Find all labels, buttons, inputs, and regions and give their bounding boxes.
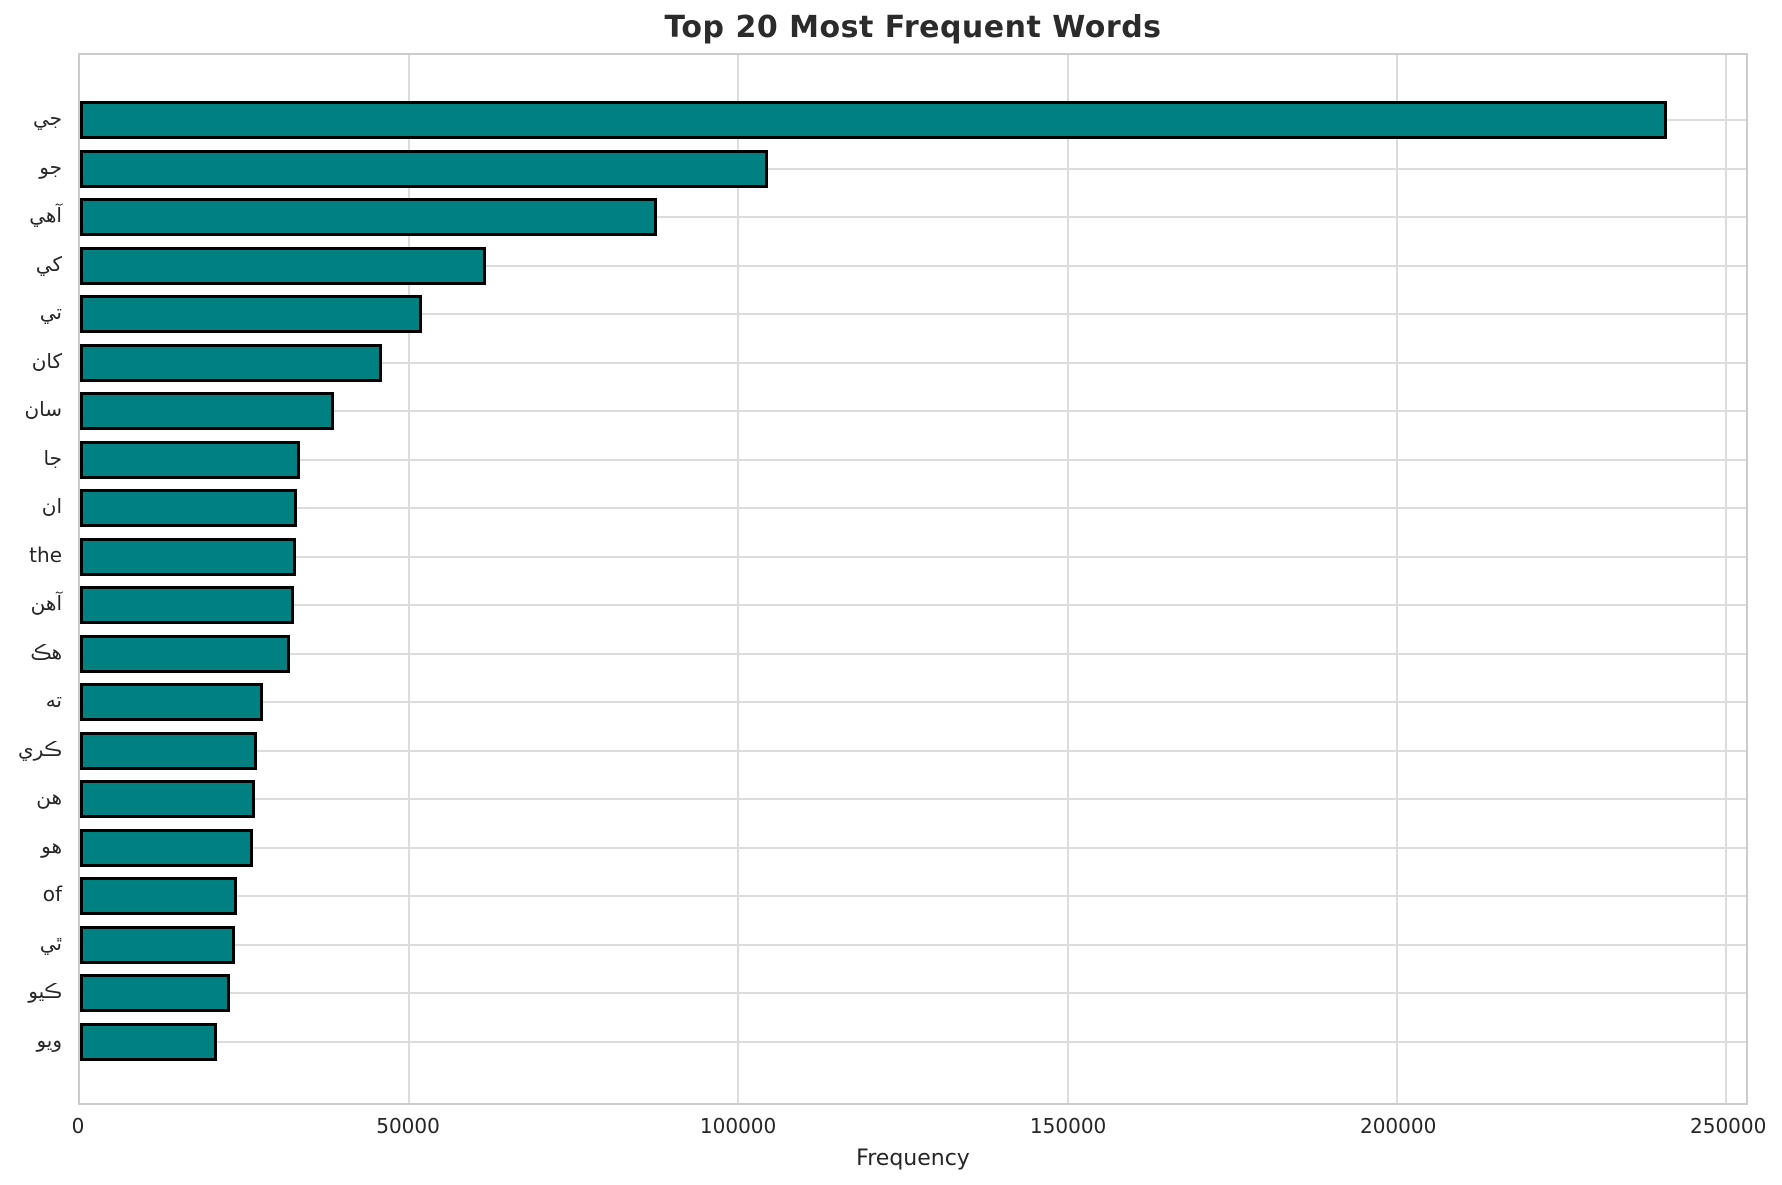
y-gridline: [80, 555, 1746, 558]
bar-ڪري: [80, 731, 258, 770]
y-tick-label: کان: [31, 348, 62, 373]
bar-rows: [80, 55, 1746, 1103]
y-tick-label: سان: [24, 397, 62, 422]
bar-row: [80, 436, 1746, 485]
y-tick-label: آهي: [29, 203, 62, 228]
bar-تي: [80, 295, 423, 334]
y-tick-label: of: [42, 882, 62, 907]
y-gridline: [80, 798, 1746, 801]
y-gridline: [80, 749, 1746, 752]
y-gridline: [80, 410, 1746, 413]
y-gridline: [80, 264, 1746, 267]
y-gridline: [80, 1040, 1746, 1043]
y-tick-label: آهن: [30, 591, 62, 616]
bar-کي: [80, 246, 486, 285]
bar-هڪ: [80, 634, 291, 673]
bar-row: [80, 581, 1746, 630]
bar-کان: [80, 343, 382, 382]
chart-title: Top 20 Most Frequent Words: [664, 10, 1162, 45]
y-gridline: [80, 167, 1746, 170]
bar-row: [80, 1018, 1746, 1067]
y-gridline: [80, 701, 1746, 704]
bar-هن: [80, 780, 256, 819]
bar-of: [80, 877, 238, 916]
bar-row: [80, 242, 1746, 291]
x-tick-label: 50000: [376, 1114, 440, 1138]
y-gridline: [80, 895, 1746, 898]
bar-row: [80, 290, 1746, 339]
y-gridline: [80, 604, 1746, 607]
y-tick-label: جا: [43, 445, 62, 470]
bar-آهي: [80, 198, 657, 237]
y-gridline: [80, 361, 1746, 364]
x-tick-label: 0: [71, 1114, 85, 1138]
y-gridline: [80, 846, 1746, 849]
bar-row: [80, 921, 1746, 970]
x-gridline: [1066, 55, 1069, 1103]
y-tick-label: ويو: [36, 1027, 62, 1052]
y-tick-label: ڪيو: [28, 979, 62, 1004]
bar-row: [80, 872, 1746, 921]
x-gridline: [737, 55, 740, 1103]
y-tick-label: تي: [39, 300, 62, 325]
y-tick-label: هن: [36, 785, 62, 810]
bar-ويو: [80, 1022, 217, 1061]
y-tick-label: ٿي: [39, 930, 62, 955]
y-tick-label: کي: [35, 251, 62, 276]
bar-row: [80, 339, 1746, 388]
bar-row: [80, 775, 1746, 824]
bar-row: [80, 824, 1746, 873]
x-tick-label: 150000: [1029, 1114, 1107, 1138]
bar-ان: [80, 489, 298, 528]
y-gridline: [80, 652, 1746, 655]
x-tick-label: 200000: [1359, 1114, 1437, 1138]
bar-row: [80, 193, 1746, 242]
bar-ٿي: [80, 925, 236, 964]
y-tick-label: هڪ: [30, 639, 62, 664]
x-axis-title: Frequency: [856, 1146, 970, 1171]
bar-آهن: [80, 586, 294, 625]
bar-سان: [80, 392, 335, 431]
y-gridline: [80, 992, 1746, 995]
x-gridline: [1725, 55, 1728, 1103]
y-tick-label: the: [29, 542, 62, 567]
bar-row: [80, 145, 1746, 194]
bar-row: [80, 533, 1746, 582]
bar-row: [80, 678, 1746, 727]
x-tick-label: 250000: [1690, 1114, 1767, 1138]
bar-ته: [80, 683, 264, 722]
y-gridline: [80, 507, 1746, 510]
bar-row: [80, 969, 1746, 1018]
bar-هو: [80, 828, 254, 867]
y-tick-label: جي: [32, 106, 62, 131]
bar-جا: [80, 440, 300, 479]
bar-row: [80, 727, 1746, 776]
plot-area: [78, 53, 1748, 1105]
y-tick-label: هو: [41, 833, 62, 858]
bar-row: [80, 484, 1746, 533]
bar-ڪيو: [80, 974, 231, 1013]
x-tick-label: 100000: [699, 1114, 777, 1138]
y-gridline: [80, 216, 1746, 219]
y-tick-label: جو: [39, 154, 62, 179]
bar-جي: [80, 101, 1667, 140]
bar-row: [80, 96, 1746, 145]
y-tick-label: ان: [41, 494, 62, 519]
bar-row: [80, 387, 1746, 436]
bar-the: [80, 537, 296, 576]
bar-row: [80, 630, 1746, 679]
y-gridline: [80, 943, 1746, 946]
y-tick-label: ته: [45, 688, 62, 713]
y-tick-label: ڪري: [17, 736, 62, 761]
x-gridline: [408, 55, 411, 1103]
y-gridline: [80, 458, 1746, 461]
x-gridline: [1395, 55, 1398, 1103]
y-gridline: [80, 313, 1746, 316]
bar-جو: [80, 149, 769, 188]
